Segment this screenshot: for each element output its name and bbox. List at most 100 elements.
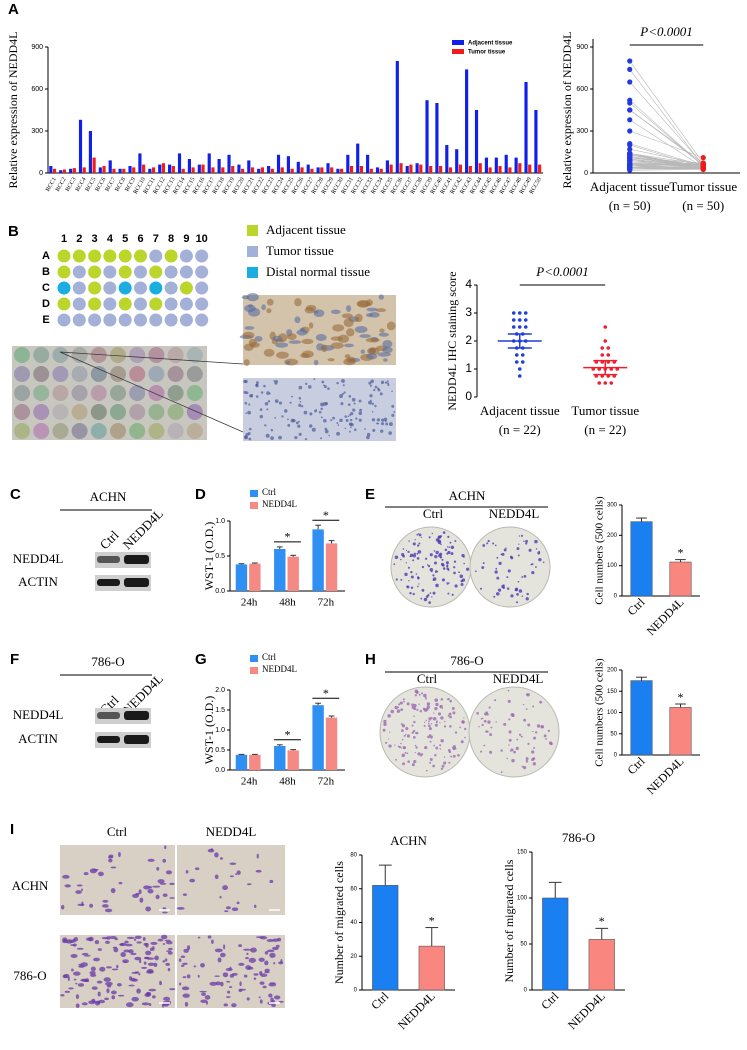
bar — [458, 164, 463, 173]
ihc-stain — [374, 385, 378, 389]
colony — [452, 754, 456, 758]
colony — [423, 721, 426, 723]
colony — [454, 747, 457, 750]
ihc-stain — [377, 352, 392, 357]
bar — [349, 166, 354, 173]
migrated-cell — [134, 956, 142, 961]
bar — [439, 166, 443, 173]
ihc-stain — [380, 429, 384, 433]
colony — [478, 726, 480, 728]
point — [627, 79, 633, 85]
colony — [434, 554, 438, 559]
ihc-stain — [344, 427, 347, 430]
y-tick-label: 150 — [517, 850, 528, 856]
colony — [416, 585, 419, 588]
migrated-cell — [145, 906, 152, 912]
migrated-cell — [138, 889, 142, 895]
migrated-cell — [162, 858, 166, 863]
migrated-cell — [154, 955, 159, 961]
colony — [400, 708, 404, 712]
bar — [325, 543, 338, 591]
colony — [541, 726, 544, 729]
migrated-cell — [70, 953, 78, 958]
ihc-stain — [359, 408, 363, 412]
bar — [372, 885, 399, 991]
colony — [493, 595, 496, 598]
colony — [487, 539, 490, 543]
migrated-cell — [102, 899, 109, 903]
migrated-cell — [197, 936, 201, 939]
colony — [452, 711, 456, 715]
colony — [459, 726, 461, 729]
legend-label: Tumor tissue — [266, 243, 334, 258]
y-tick-label: 1.0 — [215, 518, 225, 525]
y-tick-label: 1 — [465, 361, 472, 375]
colony — [523, 718, 527, 722]
colony — [448, 582, 450, 584]
x-tick-note: (n = 22) — [584, 422, 626, 437]
ihc-stain — [376, 418, 380, 422]
bar — [138, 153, 142, 173]
colony — [396, 711, 399, 713]
ihc-stain — [304, 437, 308, 441]
bar — [177, 153, 182, 173]
tma-column: 5 — [122, 233, 128, 245]
ihc-stain — [327, 358, 335, 362]
bar — [418, 945, 445, 991]
bar — [484, 157, 488, 173]
migrated-cell — [182, 993, 190, 998]
colony — [413, 715, 415, 717]
migrated-cell — [147, 888, 154, 894]
colony — [432, 764, 435, 768]
y-axis-label: Number of migrated cells — [332, 861, 346, 984]
y-axis-label: Relative expression of NEDD4L — [6, 32, 20, 189]
y-tick-label: 0 — [614, 753, 618, 759]
colony — [496, 556, 499, 559]
colony — [481, 717, 484, 720]
ihc-stain — [274, 416, 277, 419]
colony — [397, 706, 400, 709]
ihc-stain — [389, 422, 393, 427]
tma-row: A — [42, 250, 50, 262]
point — [600, 353, 605, 357]
colony — [539, 700, 543, 704]
colony — [416, 708, 419, 712]
migrated-cell — [273, 995, 281, 1000]
ihc-stain — [259, 408, 263, 411]
migrated-cell — [106, 988, 110, 994]
colony — [407, 550, 410, 554]
bar — [448, 167, 453, 173]
tma-column: 4 — [107, 233, 114, 245]
tma-spot — [88, 281, 102, 295]
ihc-stain — [369, 394, 373, 398]
x-tick-label: Adjacent tissue — [590, 179, 670, 194]
colony — [390, 709, 395, 714]
ihc-stain — [374, 404, 377, 408]
migrated-cell — [91, 998, 96, 1002]
ihc-stain — [321, 380, 325, 384]
ihc-stain — [309, 412, 313, 416]
colony — [402, 548, 405, 550]
ihc-stain — [307, 385, 312, 389]
colony — [395, 578, 398, 581]
colony — [447, 535, 450, 538]
colony — [401, 724, 406, 728]
x-tick-label: NEDD4L — [395, 989, 438, 1032]
ihc-stain — [295, 421, 299, 425]
tma-core — [129, 404, 146, 420]
ihc-stain — [313, 378, 316, 381]
migrated-cell — [226, 980, 231, 983]
bar — [306, 164, 310, 173]
ihc-stain — [377, 422, 380, 425]
colony — [536, 724, 541, 728]
point — [517, 325, 522, 329]
colony — [410, 586, 414, 589]
ihc-stain — [339, 418, 343, 423]
colony — [507, 689, 510, 692]
bar — [468, 166, 472, 173]
colony — [446, 552, 449, 555]
tma-spot — [164, 265, 178, 279]
blot-band — [124, 711, 149, 720]
colony — [444, 720, 446, 723]
migrated-cell — [235, 873, 238, 876]
